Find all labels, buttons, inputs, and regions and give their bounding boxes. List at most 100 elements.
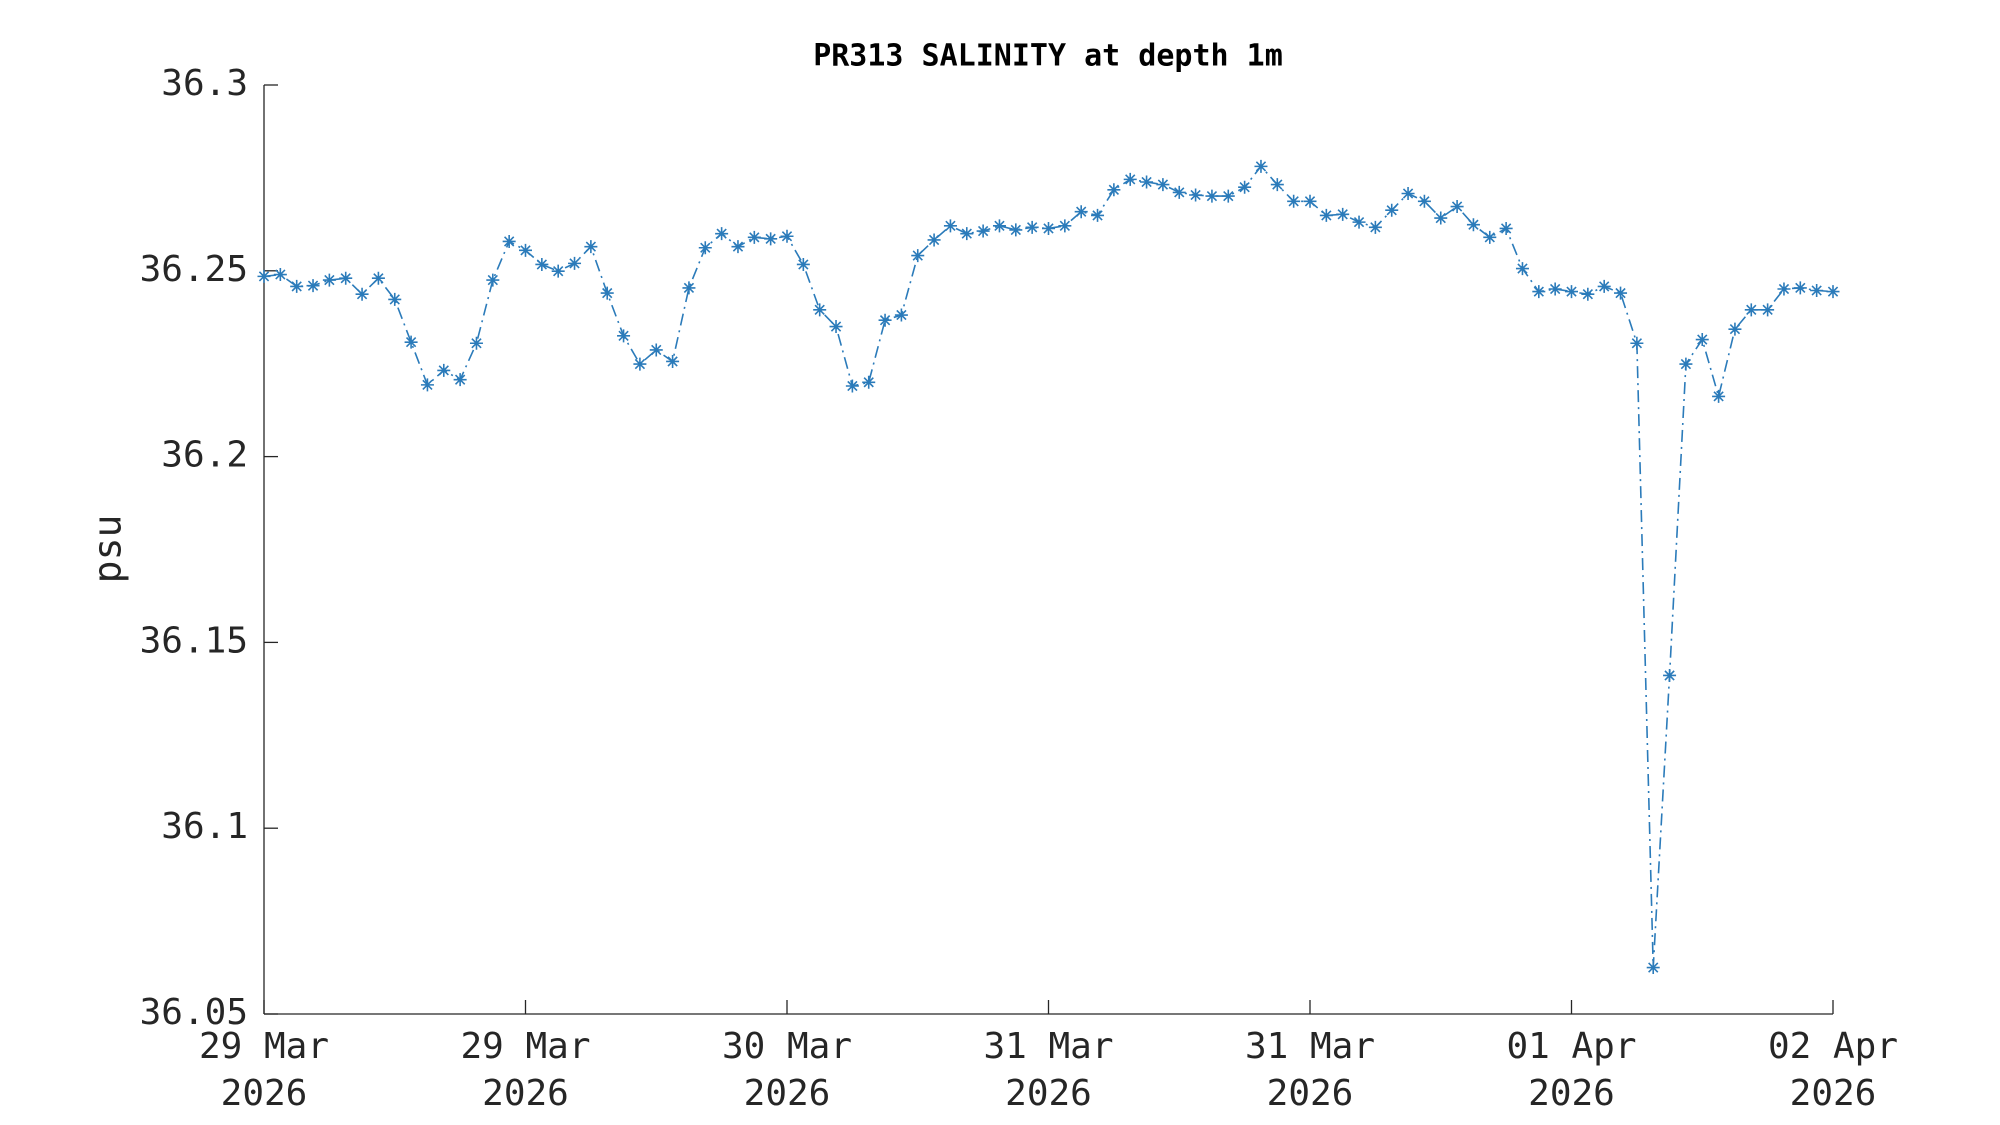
data-point bbox=[502, 234, 516, 248]
data-point bbox=[1107, 183, 1121, 197]
data-point bbox=[1058, 219, 1072, 233]
data-point bbox=[453, 373, 467, 387]
data-point bbox=[1042, 221, 1055, 235]
data-point bbox=[273, 268, 287, 282]
data-point bbox=[388, 292, 402, 306]
data-point bbox=[371, 271, 385, 285]
data-point bbox=[1189, 188, 1203, 202]
data-point bbox=[1270, 178, 1284, 192]
data-point bbox=[845, 379, 859, 393]
data-point bbox=[1744, 303, 1758, 317]
x-tick-label: 29 Mar 2026 bbox=[199, 1026, 329, 1114]
data-point bbox=[1663, 668, 1677, 682]
x-tick-label: 29 Mar 2026 bbox=[460, 1026, 590, 1114]
data-point bbox=[1287, 194, 1301, 208]
data-point bbox=[1761, 303, 1775, 317]
data-point bbox=[862, 375, 876, 389]
data-point bbox=[617, 329, 631, 343]
data-point bbox=[1221, 189, 1235, 203]
data-point bbox=[960, 227, 974, 241]
data-point bbox=[1254, 159, 1268, 173]
data-point bbox=[1417, 194, 1431, 208]
data-point bbox=[1548, 282, 1562, 296]
data-point bbox=[780, 229, 794, 243]
data-point bbox=[568, 256, 582, 270]
y-tick-label: 36.3 bbox=[161, 63, 248, 104]
data-point bbox=[469, 336, 483, 350]
data-point bbox=[437, 363, 451, 377]
data-point bbox=[698, 241, 712, 255]
x-tick-label: 31 Mar 2026 bbox=[983, 1026, 1113, 1114]
data-point bbox=[1614, 286, 1628, 300]
data-point bbox=[911, 249, 925, 263]
data-point bbox=[1777, 282, 1791, 296]
y-tick-label: 36.15 bbox=[140, 620, 248, 661]
data-point bbox=[927, 233, 941, 247]
data-point bbox=[290, 279, 304, 293]
data-point bbox=[420, 378, 434, 392]
data-point bbox=[1025, 220, 1039, 234]
data-point bbox=[355, 287, 369, 301]
data-point bbox=[519, 243, 532, 257]
data-point bbox=[894, 308, 908, 322]
data-point bbox=[1385, 203, 1399, 217]
data-point bbox=[1434, 211, 1448, 225]
data-point bbox=[1679, 357, 1693, 371]
data-point bbox=[1499, 221, 1513, 235]
x-tick-label: 31 Mar 2026 bbox=[1245, 1026, 1375, 1114]
data-point bbox=[584, 240, 598, 254]
y-axis-label: psu bbox=[86, 515, 130, 584]
chart-title: PR313 SALINITY at depth 1m bbox=[813, 39, 1283, 74]
data-point bbox=[486, 273, 500, 287]
data-point bbox=[1532, 285, 1546, 299]
data-point bbox=[1319, 208, 1333, 222]
data-point bbox=[1450, 200, 1464, 214]
data-point bbox=[633, 357, 647, 371]
series-line bbox=[263, 165, 1834, 968]
data-point bbox=[1712, 389, 1726, 403]
data-point bbox=[715, 227, 729, 241]
data-point bbox=[747, 230, 761, 244]
data-point bbox=[682, 281, 696, 295]
y-tick-label: 36.2 bbox=[161, 435, 248, 476]
data-point bbox=[1172, 185, 1186, 199]
data-point bbox=[1597, 279, 1611, 293]
y-tick-label: 36.25 bbox=[140, 249, 248, 290]
data-point bbox=[1401, 187, 1415, 201]
y-tick-label: 36.1 bbox=[161, 806, 248, 847]
data-point bbox=[1123, 172, 1137, 186]
data-point bbox=[306, 279, 320, 293]
data-point bbox=[1238, 180, 1252, 194]
data-point bbox=[1483, 230, 1497, 244]
x-tick-label: 30 Mar 2026 bbox=[722, 1026, 852, 1114]
data-point bbox=[404, 335, 418, 349]
data-point bbox=[1352, 215, 1366, 229]
data-point bbox=[1466, 218, 1480, 232]
data-point bbox=[322, 273, 336, 287]
data-point bbox=[600, 286, 614, 300]
data-point bbox=[1695, 333, 1709, 347]
data-point bbox=[1581, 287, 1595, 301]
data-point bbox=[1728, 322, 1742, 336]
data-point bbox=[731, 240, 745, 254]
data-point bbox=[1074, 205, 1088, 219]
data-point bbox=[992, 219, 1006, 233]
data-point bbox=[764, 232, 778, 246]
data-point bbox=[535, 257, 549, 271]
data-point bbox=[976, 224, 990, 238]
data-point bbox=[943, 219, 957, 233]
data-point bbox=[551, 264, 565, 278]
data-point bbox=[1368, 220, 1382, 234]
data-point bbox=[649, 343, 663, 357]
data-point bbox=[1303, 194, 1317, 208]
y-tick-label: 36.05 bbox=[140, 992, 248, 1033]
data-point bbox=[1515, 262, 1529, 276]
data-point bbox=[813, 303, 827, 317]
data-point bbox=[1205, 189, 1219, 203]
data-point bbox=[1810, 283, 1824, 297]
data-point bbox=[257, 269, 271, 283]
data-point bbox=[1336, 207, 1350, 221]
data-point bbox=[666, 354, 680, 368]
data-point bbox=[1009, 223, 1023, 237]
